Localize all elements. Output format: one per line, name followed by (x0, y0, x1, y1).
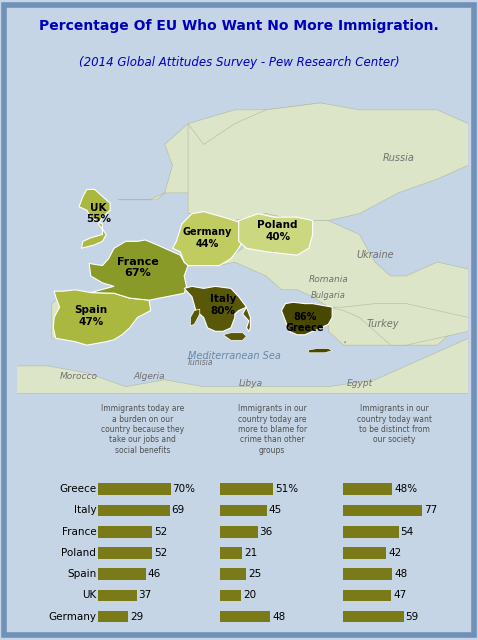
Text: 77: 77 (424, 506, 437, 515)
Bar (343, 547, 386, 559)
Text: Italy
80%: Italy 80% (210, 294, 236, 316)
Text: 86%
Greece: 86% Greece (286, 312, 324, 333)
Polygon shape (17, 338, 468, 394)
Text: 52: 52 (154, 548, 167, 558)
Text: UK: UK (82, 590, 97, 600)
Text: Ukraine: Ukraine (356, 250, 394, 260)
Bar (343, 526, 399, 538)
Text: 48: 48 (394, 569, 407, 579)
Text: 69: 69 (172, 506, 185, 515)
Text: 48%: 48% (394, 484, 417, 494)
Bar (220, 611, 270, 623)
Polygon shape (118, 103, 359, 214)
Text: France: France (62, 527, 97, 537)
Polygon shape (328, 303, 468, 345)
Text: 70%: 70% (173, 484, 196, 494)
Polygon shape (344, 340, 346, 344)
Polygon shape (204, 214, 468, 345)
Polygon shape (190, 309, 200, 326)
Text: Italy: Italy (74, 506, 97, 515)
Polygon shape (239, 214, 313, 255)
Polygon shape (282, 302, 332, 335)
Text: 42: 42 (388, 548, 401, 558)
Bar (98, 547, 152, 559)
Text: Tunisia: Tunisia (186, 358, 213, 367)
Bar (98, 611, 128, 623)
Bar (98, 526, 152, 538)
Text: 21: 21 (244, 548, 257, 558)
Text: 25: 25 (248, 569, 261, 579)
Text: 45: 45 (269, 506, 282, 515)
Text: Romania: Romania (308, 275, 348, 284)
Text: 29: 29 (130, 612, 143, 621)
Text: Mediterranean Sea: Mediterranean Sea (188, 351, 281, 360)
Text: 48: 48 (272, 612, 285, 621)
Text: Egypt: Egypt (347, 379, 372, 388)
Bar (98, 504, 170, 516)
Bar (220, 568, 246, 580)
Bar (220, 547, 242, 559)
Polygon shape (173, 212, 242, 266)
Bar (98, 568, 146, 580)
Polygon shape (188, 103, 468, 221)
Polygon shape (223, 333, 247, 340)
Polygon shape (309, 349, 332, 353)
Text: Immigrants today are
a burden on our
country because they
take our jobs and
soci: Immigrants today are a burden on our cou… (101, 404, 184, 455)
Text: Morocco: Morocco (60, 372, 98, 381)
Bar (343, 483, 392, 495)
Bar (343, 504, 423, 516)
Text: Bulgaria: Bulgaria (311, 291, 346, 300)
Text: Germany: Germany (48, 612, 97, 621)
Text: Spain: Spain (67, 569, 97, 579)
Text: Poland
40%: Poland 40% (257, 220, 298, 242)
Text: Libya: Libya (239, 379, 262, 388)
Polygon shape (54, 290, 151, 345)
Text: 59: 59 (405, 612, 419, 621)
Bar (98, 589, 137, 601)
Text: Algeria: Algeria (133, 372, 165, 381)
Text: France
67%: France 67% (117, 257, 158, 278)
Bar (220, 504, 267, 516)
Text: 54: 54 (401, 527, 413, 537)
Text: (2014 Global Attitudes Survey - Pew Research Center): (2014 Global Attitudes Survey - Pew Rese… (79, 56, 399, 69)
Bar (343, 568, 392, 580)
Text: Greece: Greece (59, 484, 97, 494)
Text: 51%: 51% (275, 484, 298, 494)
Text: Percentage Of EU Who Want No More Immigration.: Percentage Of EU Who Want No More Immigr… (39, 19, 439, 33)
Text: 52: 52 (154, 527, 167, 537)
Text: UK
55%: UK 55% (86, 203, 111, 225)
Bar (98, 483, 171, 495)
Text: 20: 20 (243, 590, 256, 600)
Text: 47: 47 (393, 590, 406, 600)
Bar (220, 526, 258, 538)
Bar (343, 611, 404, 623)
Polygon shape (52, 290, 79, 338)
Polygon shape (89, 240, 188, 300)
Text: 46: 46 (148, 569, 161, 579)
Text: 36: 36 (260, 527, 273, 537)
Bar (220, 483, 273, 495)
Text: Poland: Poland (62, 548, 97, 558)
Text: Immigrants in our
country today want
to be distinct from
our society: Immigrants in our country today want to … (357, 404, 432, 444)
Bar (343, 589, 391, 601)
Polygon shape (184, 286, 250, 332)
Text: Germany
44%: Germany 44% (183, 227, 232, 249)
Text: Spain
47%: Spain 47% (74, 305, 107, 327)
Text: 37: 37 (139, 590, 152, 600)
Bar (220, 589, 241, 601)
Text: Russia: Russia (382, 154, 414, 163)
Polygon shape (79, 189, 110, 248)
Text: Immigrants in our
country today are
more to blame for
crime than other
groups: Immigrants in our country today are more… (238, 404, 307, 455)
Text: Turkey: Turkey (367, 319, 399, 330)
